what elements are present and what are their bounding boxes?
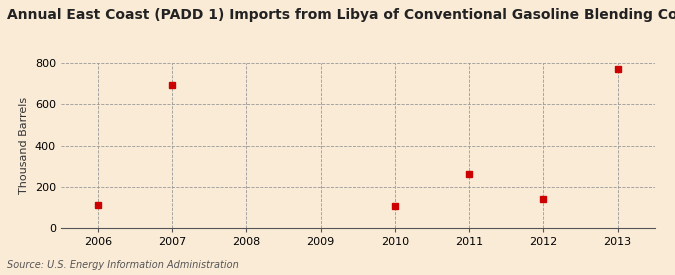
Text: Source: U.S. Energy Information Administration: Source: U.S. Energy Information Administ… — [7, 260, 238, 270]
Text: Annual East Coast (PADD 1) Imports from Libya of Conventional Gasoline Blending : Annual East Coast (PADD 1) Imports from … — [7, 8, 675, 22]
Y-axis label: Thousand Barrels: Thousand Barrels — [19, 97, 29, 194]
